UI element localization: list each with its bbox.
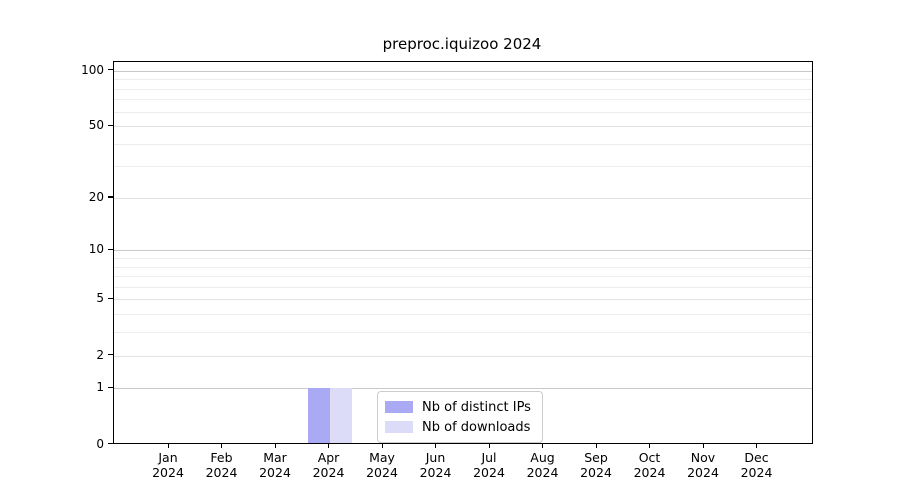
mid-gridline	[114, 197, 812, 199]
mid-gridline	[114, 126, 812, 127]
minor-gridline	[114, 266, 812, 268]
x-tick-label: Nov 2024	[687, 450, 719, 480]
x-tick-mark	[542, 443, 544, 448]
x-tick-label: Apr 2024	[312, 450, 345, 480]
x-tick-mark	[756, 443, 758, 448]
minor-gridline	[114, 166, 812, 168]
minor-gridline	[114, 314, 812, 316]
y-tick-mark	[108, 248, 113, 251]
y-tick-mark	[108, 69, 113, 71]
x-tick-label: Oct 2024	[633, 450, 666, 480]
y-tick-mark	[108, 124, 113, 126]
x-tick-mark	[274, 443, 276, 448]
x-tick-mark	[167, 443, 169, 448]
y-tick-label: 100	[81, 62, 104, 77]
y-tick-label: 1	[96, 380, 104, 395]
x-tick-label: Aug 2024	[526, 450, 559, 480]
mid-gridline	[114, 299, 812, 301]
y-tick-label: 2	[96, 347, 104, 362]
minor-gridline	[114, 111, 812, 113]
minor-gridline	[114, 88, 812, 90]
minor-gridline	[114, 143, 812, 145]
x-tick-label: Jul 2024	[473, 450, 505, 480]
legend-row: Nb of distinct IPs	[385, 397, 534, 417]
x-tick-label: Jan 2024	[152, 450, 184, 480]
chart-title: preproc.iquizoo 2024	[382, 35, 542, 53]
y-tick-mark	[108, 297, 113, 300]
y-tick-mark	[108, 196, 113, 198]
x-tick-mark	[488, 443, 490, 448]
y-tick-mark	[108, 443, 113, 445]
minor-gridline	[114, 258, 812, 259]
legend-label: Nb of downloads	[422, 419, 531, 435]
x-tick-mark	[435, 443, 437, 448]
minor-gridline	[114, 286, 812, 288]
major-gridline	[114, 70, 812, 72]
minor-gridline	[114, 332, 812, 334]
y-tick-label: 50	[88, 118, 104, 132]
x-tick-mark	[221, 443, 223, 448]
x-tick-mark	[702, 443, 704, 448]
x-tick-label: Dec 2024	[740, 450, 773, 480]
y-tick-mark	[108, 354, 113, 356]
major-gridline	[114, 250, 812, 252]
major-gridline	[114, 388, 812, 390]
legend-swatch	[385, 401, 413, 413]
legend-swatch	[385, 421, 413, 433]
x-tick-mark	[649, 443, 651, 448]
x-tick-mark	[595, 443, 597, 448]
x-tick-label: Mar 2024	[259, 450, 291, 480]
minor-gridline	[114, 79, 812, 81]
x-tick-label: Jun 2024	[419, 450, 452, 480]
mid-gridline	[114, 355, 812, 357]
x-tick-mark	[381, 443, 383, 448]
bar-nb-of-distinct-ips	[307, 388, 330, 443]
y-tick-mark	[108, 386, 113, 389]
minor-gridline	[114, 99, 812, 101]
x-tick-label: Sep 2024	[580, 450, 612, 480]
y-tick-label: 5	[96, 291, 104, 306]
bar-nb-of-downloads	[329, 388, 352, 443]
y-tick-label: 10	[88, 242, 104, 257]
legend-row: Nb of downloads	[385, 417, 534, 437]
y-tick-label: 20	[88, 189, 104, 204]
plot-area	[113, 61, 813, 444]
y-tick-label: 0	[96, 436, 104, 451]
x-tick-label: May 2024	[366, 450, 398, 480]
legend: Nb of distinct IPs Nb of downloads	[377, 391, 543, 443]
x-tick-label: Feb 2024	[205, 450, 238, 480]
minor-gridline	[114, 276, 812, 278]
x-tick-mark	[328, 443, 330, 448]
legend-label: Nb of distinct IPs	[422, 399, 531, 415]
